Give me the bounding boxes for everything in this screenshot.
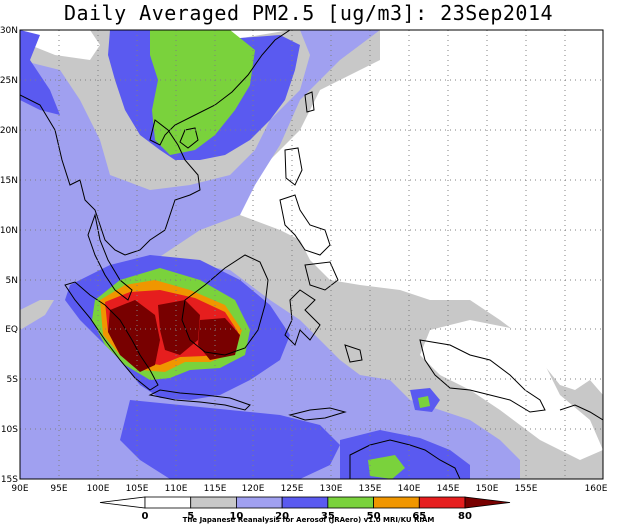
colorbar-swatch [190,496,237,509]
lat-label: 15N [0,176,18,186]
lon-label: 145E [437,484,460,494]
lon-label: 105E [126,484,149,494]
lat-label: 5S [7,375,19,385]
field-20-35-south [120,400,340,479]
lon-label: 140E [398,484,421,494]
colorbar-label: 5 [187,511,194,522]
field-80-plus-b [158,300,200,355]
field-clear-east [300,195,470,300]
longitude-axis: 90E 95E 100E 105E 110E 115E 120E 125E 13… [11,484,607,494]
lat-label: 20N [0,126,18,136]
coast-philippines [279,194,331,256]
colorbar-label: 35 [321,511,335,522]
map-title: Daily Averaged PM2.5 [ug/m3]: 23Sep2014 [63,1,554,25]
lat-label: 10S [1,425,18,435]
colorbar-swatch [327,496,374,509]
field-80-plus-a [108,300,160,372]
field-20-35-west [20,30,60,115]
lat-label: EQ [5,325,18,335]
coast-malay [87,213,133,301]
lat-label: 25N [0,76,18,86]
lon-label: 135E [359,484,382,494]
colorbar-swatch [464,496,511,509]
coast-java [148,389,251,411]
field-10-20 [20,30,380,310]
lon-label: 95E [50,484,67,494]
coast-luzon [284,147,303,186]
field-clear-nw [20,30,100,60]
credit-line: The Japanese Reanalysis for Aerosol (JRA… [182,516,435,524]
field-80-plus-c [198,318,240,360]
colorbar-swatch [418,496,466,509]
colorbar-label: 65 [412,511,426,522]
lat-label: 30N [0,26,18,36]
colorbar-swatch [99,496,146,509]
colorbar-swatch [144,496,192,509]
lon-label: 120E [242,484,265,494]
colorbar-label: 20 [275,511,289,522]
lat-label: 10N [0,226,18,236]
field-35-50-indochina [150,30,255,155]
lon-label: 125E [281,484,304,494]
lon-label: 160E [585,484,608,494]
colorbar-label: 80 [458,511,472,522]
lon-label: 150E [476,484,499,494]
colorbar-swatch [373,496,420,509]
coast-timor [288,407,347,421]
coast-sulawesi [284,289,321,346]
concentration-fields [20,30,603,479]
field-35-50-australia [368,455,405,479]
grid-lines [20,30,603,479]
coast-maluku [344,344,363,363]
lat-label: 15S [1,475,18,485]
lon-label: 130E [320,484,343,494]
lon-label: 155E [515,484,538,494]
lon-label: 100E [87,484,110,494]
field-clear-png [420,320,603,460]
colorbar-swatch [281,496,329,509]
colorbar-label: 0 [142,511,149,522]
colorbar-label: 10 [229,511,243,522]
coast-borneo [181,254,269,356]
latitude-axis: 30N 25N 20N 15N 10N 5N EQ 5S 10S 15S [0,26,18,485]
lat-label: 5N [6,276,18,286]
coast-taiwan [304,91,315,113]
colorbar-label: 50 [367,511,381,522]
field-35-50-png [418,396,430,408]
coastlines [20,30,603,479]
coast-sri [559,404,603,421]
lon-label: 110E [165,484,188,494]
coast-png [419,339,546,413]
plot-frame [19,29,604,480]
coast-australia [349,439,461,479]
coast-hainan [179,127,199,149]
lon-label: 115E [204,484,227,494]
colorbar: 0 5 10 20 35 50 65 80 [99,496,511,522]
coast-mainland [20,30,291,256]
colorbar-swatch [236,496,283,509]
lon-label: 90E [11,484,28,494]
